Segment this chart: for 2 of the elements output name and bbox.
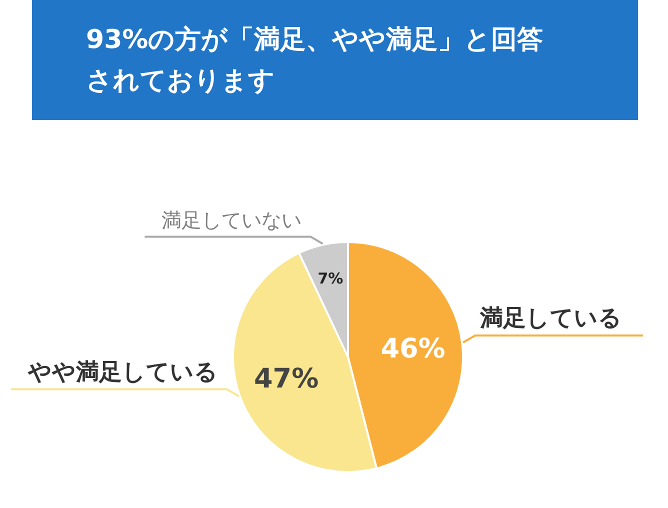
title-box: 93%の方が「満足、やや満足」と回答されております [32, 0, 638, 120]
chart-title: 93%の方が「満足、やや満足」と回答されております [86, 24, 544, 98]
